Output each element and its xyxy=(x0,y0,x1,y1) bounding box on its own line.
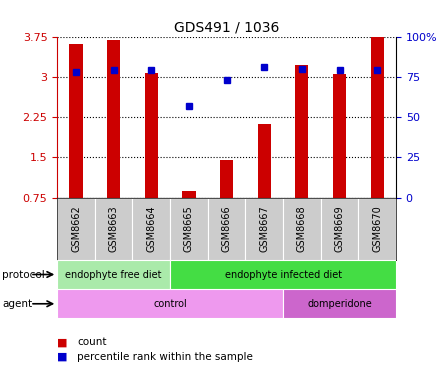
Bar xyxy=(182,191,195,198)
Bar xyxy=(220,160,233,198)
Text: GSM8670: GSM8670 xyxy=(372,205,382,252)
Text: agent: agent xyxy=(2,299,32,309)
Bar xyxy=(208,198,246,260)
Bar xyxy=(370,37,384,198)
Text: GSM8662: GSM8662 xyxy=(71,205,81,252)
Text: GSM8665: GSM8665 xyxy=(184,205,194,252)
Bar xyxy=(170,198,208,260)
Text: GSM8663: GSM8663 xyxy=(109,205,119,252)
Bar xyxy=(333,74,346,198)
Bar xyxy=(132,198,170,260)
Text: control: control xyxy=(153,299,187,309)
Bar xyxy=(57,198,95,260)
Bar xyxy=(170,260,396,289)
Bar xyxy=(145,72,158,198)
Text: endophyte infected diet: endophyte infected diet xyxy=(224,269,341,280)
Bar xyxy=(95,198,132,260)
Text: GSM8667: GSM8667 xyxy=(259,205,269,252)
Text: ■: ■ xyxy=(57,352,68,362)
Text: GSM8669: GSM8669 xyxy=(334,205,345,252)
Text: percentile rank within the sample: percentile rank within the sample xyxy=(77,352,253,362)
Title: GDS491 / 1036: GDS491 / 1036 xyxy=(174,20,279,34)
Bar xyxy=(358,198,396,260)
Bar xyxy=(246,198,283,260)
Bar xyxy=(70,44,83,198)
Bar xyxy=(283,198,321,260)
Bar xyxy=(283,289,396,318)
Text: protocol: protocol xyxy=(2,269,45,280)
Text: GSM8666: GSM8666 xyxy=(222,205,231,252)
Bar xyxy=(57,289,283,318)
Bar xyxy=(107,40,120,198)
Text: domperidone: domperidone xyxy=(307,299,372,309)
Bar xyxy=(258,124,271,198)
Text: endophyte free diet: endophyte free diet xyxy=(66,269,162,280)
Bar xyxy=(321,198,358,260)
Bar xyxy=(57,260,170,289)
Text: count: count xyxy=(77,337,106,347)
Bar xyxy=(295,65,308,198)
Text: GSM8664: GSM8664 xyxy=(147,205,156,252)
Text: ■: ■ xyxy=(57,337,68,347)
Text: GSM8668: GSM8668 xyxy=(297,205,307,252)
